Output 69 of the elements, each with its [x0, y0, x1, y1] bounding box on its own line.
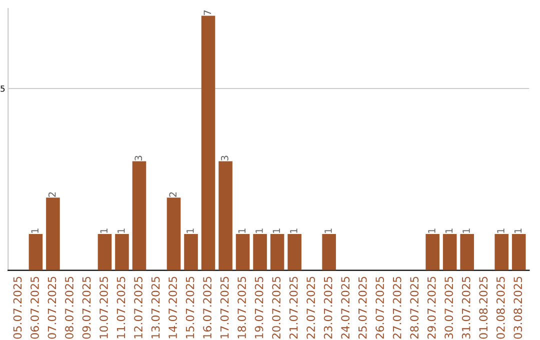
- data-label: 7: [204, 10, 211, 15]
- x-tick-label: 08.07.2025: [65, 276, 74, 339]
- bar: [442, 234, 457, 270]
- data-label: 1: [272, 228, 280, 233]
- bar: [253, 234, 267, 270]
- x-tick-label: 18.07.2025: [238, 276, 246, 338]
- data-label: 1: [514, 228, 522, 233]
- bar: [426, 234, 440, 270]
- data-label: 1: [186, 228, 194, 233]
- bar: [98, 234, 112, 270]
- data-label: 1: [100, 228, 108, 233]
- bar: [166, 198, 181, 270]
- data-label: 1: [238, 228, 246, 233]
- data-label: 1: [324, 228, 332, 233]
- x-tick-label: 29.07.2025: [427, 276, 436, 339]
- bar: [236, 234, 250, 270]
- x-tick-label: 12.07.2025: [134, 276, 142, 338]
- x-tick-label: 06.07.2025: [30, 276, 39, 339]
- x-tick-label: 21.07.2025: [289, 276, 298, 339]
- bar: [494, 234, 508, 270]
- x-tick-label: 14.07.2025: [168, 276, 177, 338]
- data-label: 1: [462, 228, 470, 233]
- data-label: 1: [428, 228, 436, 233]
- data-label: 1: [497, 228, 504, 233]
- x-tick-label: 25.07.2025: [358, 276, 367, 339]
- x-tick-label: 10.07.2025: [100, 276, 108, 338]
- x-tick-label: 16.07.2025: [203, 276, 212, 338]
- bar: [28, 234, 43, 270]
- bar: [46, 198, 60, 270]
- bar: [288, 234, 302, 270]
- bar: [270, 234, 284, 270]
- x-tick-label: 30.07.2025: [444, 276, 454, 339]
- x-tick-label: 23.07.2025: [324, 276, 332, 339]
- bar: [201, 16, 216, 270]
- x-tick-label: 28.07.2025: [410, 276, 419, 339]
- x-tick-label: 13.07.2025: [151, 276, 160, 338]
- bar: [115, 234, 129, 270]
- bar: [132, 161, 146, 270]
- data-label: 2: [169, 192, 176, 197]
- x-tick-label: 01.08.2025: [479, 276, 488, 339]
- x-tick-label: 27.07.2025: [392, 276, 402, 339]
- x-tick-label: 07.07.2025: [48, 276, 56, 339]
- x-tick-label: 31.07.2025: [462, 276, 470, 339]
- x-tick-label: 09.07.2025: [82, 276, 91, 339]
- x-tick-label: 26.07.2025: [376, 276, 384, 339]
- x-tick-label: 05.07.2025: [13, 276, 22, 339]
- data-label: 1: [118, 228, 125, 233]
- bar: [460, 234, 474, 270]
- data-label: 3: [220, 156, 228, 160]
- bar: [512, 234, 526, 270]
- bar: [218, 161, 232, 270]
- x-tick-label: 11.07.2025: [116, 276, 126, 338]
- data-label: 1: [290, 228, 298, 233]
- bar: [322, 234, 336, 270]
- x-tick-label: 20.07.2025: [272, 276, 280, 339]
- x-tick-label: 24.07.2025: [341, 276, 350, 339]
- x-tick-label: 03.08.2025: [514, 276, 522, 339]
- x-tick-label: 19.07.2025: [254, 276, 264, 338]
- x-tick-label: 02.08.2025: [496, 276, 505, 339]
- x-tick-label: 22.07.2025: [306, 276, 316, 339]
- data-label: 1: [445, 228, 453, 233]
- bar: [184, 234, 198, 270]
- data-label: 1: [31, 228, 38, 233]
- y-tick-label: 5: [0, 86, 5, 92]
- data-label: 2: [48, 192, 56, 197]
- data-label: 1: [256, 228, 263, 233]
- x-tick-label: 17.07.2025: [220, 276, 229, 338]
- x-tick-label: 15.07.2025: [186, 276, 194, 338]
- data-label: 3: [134, 156, 142, 160]
